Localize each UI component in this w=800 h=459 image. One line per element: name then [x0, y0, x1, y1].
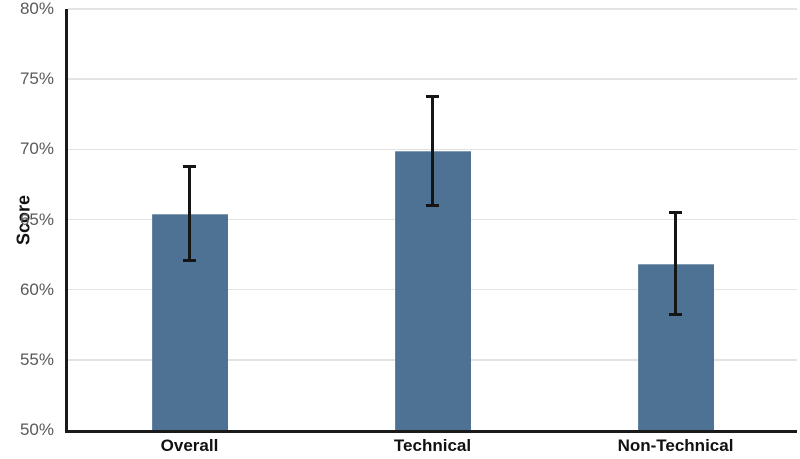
error-cap-top-non-technical — [669, 210, 682, 214]
y-tick-label-70pct: 70% — [19, 139, 54, 159]
y-tick-label-65pct: 65% — [19, 209, 54, 229]
error-cap-top-overall — [183, 164, 196, 168]
y-tick-label-80pct: 80% — [19, 0, 54, 18]
error-cap-top-technical — [426, 94, 439, 98]
x-tick-label-overall: Overall — [160, 436, 219, 455]
gridline-75pct — [68, 78, 797, 80]
gridline-80pct — [68, 8, 797, 10]
x-tick-label-non-technical: Non-Technical — [617, 436, 734, 455]
y-tick-label-55pct: 55% — [19, 349, 54, 369]
error-bar-technical — [431, 96, 434, 206]
error-cap-bottom-technical — [426, 203, 439, 207]
error-cap-bottom-non-technical — [669, 313, 682, 317]
plot-area — [65, 8, 797, 433]
x-tick-label-technical: Technical — [393, 436, 472, 455]
error-bar-non-technical — [674, 212, 677, 315]
y-tick-label-50pct: 50% — [19, 420, 54, 439]
y-tick-label-75pct: 75% — [19, 69, 54, 89]
y-tick-label-60pct: 60% — [19, 279, 54, 299]
error-cap-bottom-overall — [183, 258, 196, 262]
error-bar-overall — [188, 166, 191, 261]
